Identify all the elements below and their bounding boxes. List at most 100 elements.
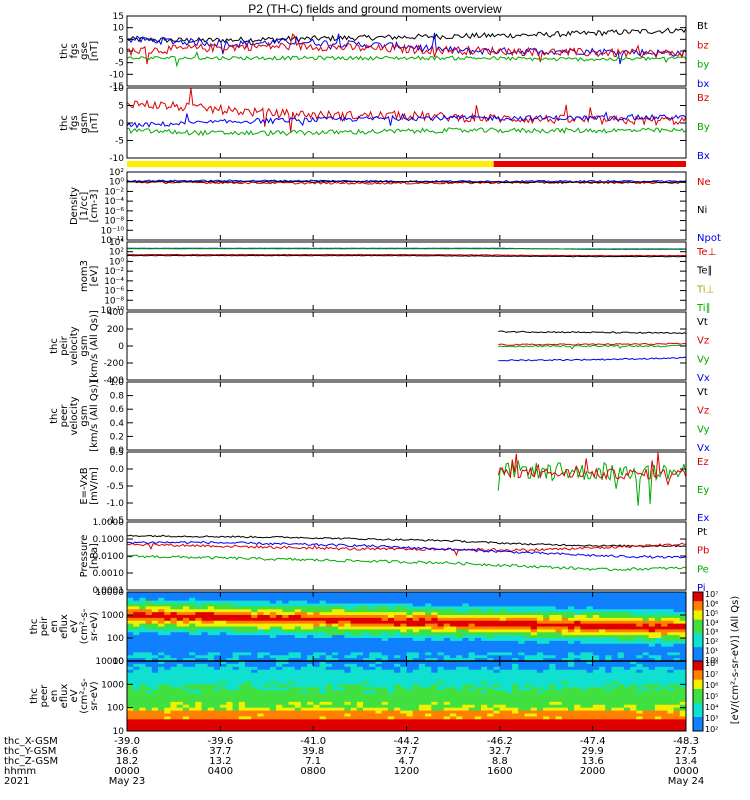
spectrogram-cell [350,635,358,639]
spectrogram-cell [245,620,252,625]
legend-entry: Bt [697,21,708,32]
spectrogram-cell [325,681,333,685]
colorbar-cell [693,610,703,614]
spectrogram-cell [518,661,526,665]
spectrogram-cell [145,646,153,651]
spectrogram-cell [661,592,668,596]
spectrogram-cell [636,678,644,682]
spectrogram-cell [394,681,401,685]
spectrogram-cell [195,615,203,619]
spectrogram-cell [406,629,414,633]
spectrogram-cell [263,658,271,662]
spectrogram-cell [220,620,227,625]
spectrogram-cell [524,626,532,630]
spectrogram-cell [661,684,668,688]
spectrogram-cell [667,728,675,732]
spectrogram-cell [170,592,178,596]
spectrogram-cell [443,698,451,703]
spectrogram-cell [524,655,532,659]
spectrogram-cell [611,623,619,628]
spectrogram-cell [549,690,557,694]
spectrogram-cell [580,643,588,648]
spectrogram-cell [549,661,557,665]
spectrogram-cell [381,687,389,691]
spectrogram-cell [630,655,637,659]
spectrogram-cell [654,658,662,662]
spectrogram-cell [431,661,439,665]
spectrogram-cell [555,623,563,628]
spectrogram-cell [543,603,550,607]
spectrogram-cell [375,592,383,596]
spectrogram-cell [462,609,470,613]
spectrogram-cell [300,615,308,619]
spectrogram-cell [356,649,364,653]
spectrogram-cell [574,696,581,700]
spectrogram-cell [543,675,550,679]
spectrogram-cell [201,612,209,616]
spectrogram-cell [418,629,426,633]
footer-value: 32.7 [489,746,511,757]
spectrogram-cell [623,594,631,599]
spectrogram-cell [499,725,507,729]
spectrogram-cell [425,719,432,723]
spectrogram-cell [245,655,252,659]
spectrogram-cell [555,728,563,732]
spectrogram-cell [406,684,414,688]
spectrogram-cell [505,646,513,651]
spectrogram-cell [468,710,476,714]
spectrogram-cell [226,609,234,613]
spectrogram-cell [319,728,327,732]
spectrogram-cell [344,725,352,729]
spectrogram-cell [331,617,339,622]
spectrogram-cell [319,698,327,703]
spectrogram-cell [543,629,550,633]
spectrogram-cell [207,666,215,671]
spectrogram-cell [400,626,407,630]
spectrogram-cell [661,612,668,616]
spectrogram-cell [505,655,513,659]
spectrogram-cell [158,701,165,706]
spectrogram-cell [524,600,532,605]
spectrogram-cell [164,716,171,720]
spectrogram-cell [387,629,395,633]
spectrogram-cell [363,722,370,726]
y-tick-label: -5 [115,137,124,147]
spectrogram-cell [387,728,395,732]
spectrogram-cell [543,661,550,665]
footer-value: -41.0 [300,736,326,747]
spectrogram-cell [617,661,625,665]
spectrogram-cell [356,635,364,639]
spectrogram-cell [499,698,507,703]
spectrogram-cell [642,632,650,636]
spectrogram-cell [574,594,581,599]
panel-frame-pressure [126,521,687,591]
y-tick-label: 10⁻¹² [101,236,125,246]
spectrogram-cell [245,632,252,636]
spectrogram-cell [512,617,519,622]
spectrogram-cell [561,592,569,596]
spectrogram-cell [611,693,619,697]
spectrogram-cell [673,661,681,665]
spectrogram-cell [288,704,296,709]
spectrogram-cell [331,698,339,703]
spectrogram-cell [226,612,234,616]
legend-entry: Ne [697,177,711,188]
series-Bx [126,111,687,129]
spectrogram-cell [294,661,302,665]
spectrogram-cell [418,609,426,613]
spectrogram-cell [176,725,184,729]
spectrogram-cell [493,600,501,605]
spectrogram-cell [431,707,439,712]
spectrogram-cell [474,669,482,674]
spectrogram-cell [636,681,644,685]
spectrogram-cell [356,646,364,651]
spectrogram-cell [288,594,296,599]
spectrogram-cell [431,684,439,688]
spectrogram-cell [679,638,687,642]
spectrogram-cell [443,632,451,636]
spectrogram-cell [449,597,457,602]
spectrogram-cell [623,675,631,679]
spectrogram-cell [499,652,507,656]
spectrogram-cell [238,617,246,622]
spectrogram-cell [493,658,501,662]
